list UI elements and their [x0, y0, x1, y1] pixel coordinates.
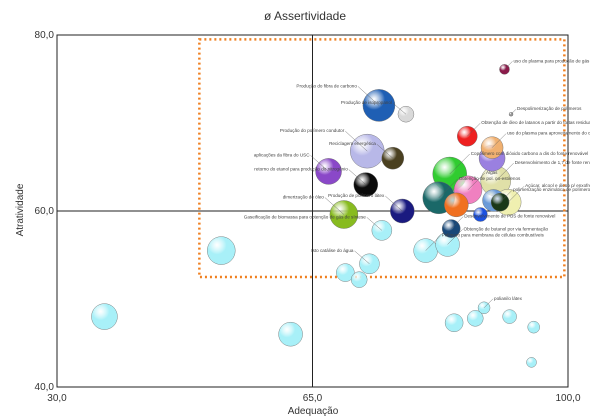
- bubble-label: Reciclagem energética: [329, 141, 376, 146]
- x-tick-label: 100,0: [555, 393, 580, 404]
- leader-line: [483, 298, 494, 308]
- leader-line: [354, 250, 370, 264]
- bubble-label: Obtenção de pol. oo-estirenos: [459, 176, 521, 181]
- leader-line: [385, 195, 403, 212]
- bubble: [473, 207, 488, 222]
- bubble: [278, 322, 303, 347]
- bubble-label: Produção de isopropanol: [341, 100, 392, 105]
- leader-line: [449, 153, 470, 175]
- leader-line: [348, 169, 366, 185]
- leader-line: [467, 123, 481, 137]
- leader-line: [345, 131, 368, 152]
- highlight-region: [198, 38, 566, 279]
- leader-line: [438, 178, 458, 198]
- bubble-label: polimerização enzimática de polímeros: [513, 187, 590, 192]
- y-tick-label: 60,0: [35, 206, 55, 217]
- leader-line: [376, 144, 393, 159]
- bubble-label: retorno do etanol para produção do nitro…: [254, 167, 348, 172]
- bubble-label: Isto catálise do água: [311, 248, 354, 253]
- leader-line: [324, 197, 345, 215]
- x-axis-label: Adequação: [288, 406, 339, 417]
- axis-layer: 30,0 65,0 100,0 40,0 60,0 80,0: [35, 30, 581, 404]
- highlight-box: [198, 38, 566, 279]
- bubble: [444, 313, 464, 332]
- leader-line: [310, 155, 329, 172]
- leader-line: [507, 186, 525, 203]
- bubble-label: aplicações da fibra do USC: [254, 152, 310, 157]
- label-layer: uso do plasma para produção de gás de sí…: [244, 58, 590, 308]
- bubble-label: Polímero para membrana de células combus…: [442, 233, 545, 238]
- bubble-label: Obtenção de óleo de latanos a partir do …: [481, 120, 590, 125]
- y-tick-label: 80,0: [35, 30, 55, 41]
- bubble: [207, 236, 236, 265]
- bubble-label: Despolimerização de polímeros: [517, 106, 582, 111]
- bubble: [336, 263, 355, 282]
- bubble: [502, 309, 517, 324]
- x-tick-label: 30,0: [47, 393, 67, 404]
- leader-line: [392, 103, 407, 115]
- leader-line: [451, 216, 464, 229]
- leader-line: [366, 217, 382, 231]
- leader-line: [491, 133, 507, 148]
- leader-line: [357, 86, 380, 106]
- bubble-label: Açúcar, alcool e álcoo p/ enxofre por pr…: [525, 183, 590, 188]
- leader-line: [510, 109, 517, 115]
- bubble: [527, 320, 540, 334]
- leader-line: [425, 235, 441, 251]
- bubble-label: uso do plasma para produção de gás de sí…: [513, 58, 590, 63]
- bubble: [351, 271, 368, 288]
- bubble: [91, 303, 118, 330]
- bubble: [444, 192, 469, 218]
- bubble-label: Produção de polímero látex: [328, 193, 385, 198]
- y-axis-label: Atratividade: [15, 183, 26, 236]
- bubble-label: uso do plasma para aproveitamento do co2: [507, 131, 590, 136]
- bubble-label: Algas: [486, 170, 498, 175]
- bubble-label: polianilo látex: [494, 296, 523, 301]
- x-tick-label: 65,0: [303, 393, 323, 404]
- bubble-label: Produção do polímero condutor: [280, 128, 345, 133]
- bubble-label: Obtenção de butanol por via fermentação: [464, 226, 549, 231]
- leader-line: [495, 162, 514, 182]
- leader-line: [499, 190, 513, 203]
- bubble: [467, 310, 484, 327]
- bubble-label: Copolímero com dióxido carbono a dis do …: [471, 151, 588, 156]
- bubble-label: Gaseificação de biomassa para obtenção d…: [244, 214, 367, 219]
- chart-title: ø Assertividade: [264, 9, 346, 23]
- bubble-label: Produção do fibra de carbono: [296, 83, 357, 88]
- leader-line: [447, 229, 463, 245]
- bubble-label: Desenvolvimento de 1,7 de fonte renováve…: [515, 160, 590, 165]
- y-tick-label: 40,0: [35, 382, 55, 393]
- leader-line: [467, 172, 486, 191]
- leader-line: [504, 61, 513, 70]
- bubble-label: dimerização de óleo: [283, 195, 325, 200]
- bubble-label: Desenvolvimento de PBS de fonte renováve…: [464, 214, 555, 219]
- bubble: [526, 357, 537, 368]
